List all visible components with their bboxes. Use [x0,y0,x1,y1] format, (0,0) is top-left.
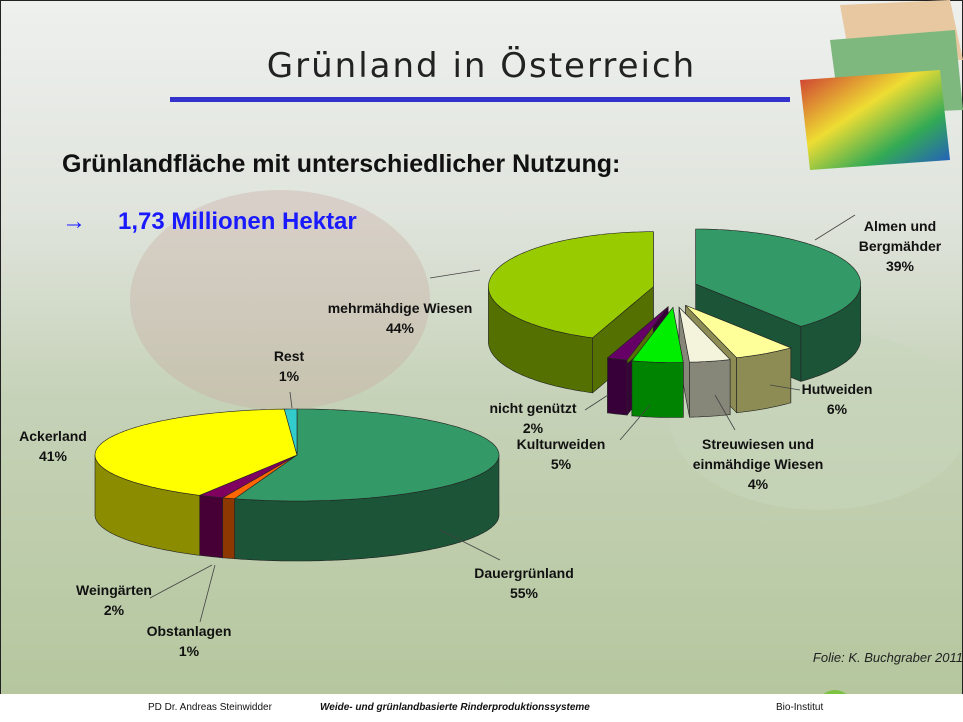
value-label: 6% [792,399,882,419]
credit: Folie: K. Buchgraber 2011 [813,650,963,665]
author: PD Dr. Andreas Steinwidder [148,702,272,713]
subheading: 1,73 Millionen Hektar [118,208,357,236]
value-label: 1% [129,641,249,661]
value-label: 39% [845,256,955,276]
category-label: Obstanlagen [129,621,249,641]
slide-title: Grünland in Österreich [0,46,963,86]
pie-tops [95,409,499,501]
category-label: Rest [259,346,319,366]
category-label: Weingärten [59,580,169,600]
category-label: Ackerland [3,426,103,446]
category-label: Dauergrünland [459,563,589,583]
slice-side [223,498,235,559]
value-label: 44% [310,318,490,338]
category-label: Streuwiesen und einmähdige Wiesen [678,434,838,474]
value-label: 1% [259,366,319,386]
leader-line [585,395,608,410]
slice-side [608,358,628,415]
slice-side [737,348,791,413]
slide: Grünland in Österreich Grünlandfläche mi… [0,0,963,722]
category-label: mehrmähdige Wiesen [310,298,490,318]
slice-side [690,360,731,418]
value-label: 5% [506,454,616,474]
bullet-arrow: → [62,208,86,236]
category-label: Almen und Bergmähder [845,216,955,256]
category-label: Hutweiden [792,379,882,399]
value-label: 4% [678,474,838,494]
leader-line [290,392,292,408]
institute: Bio-Institut [776,702,823,713]
logo: lfz [864,696,880,714]
footer: PD Dr. Andreas Steinwidder Weide- und gr… [0,694,963,722]
slice-side [632,361,683,418]
leader-line [200,565,215,622]
slice-side [200,495,223,558]
heading: Grünlandfläche mit unterschiedlicher Nut… [62,150,620,179]
value-label: 2% [59,600,169,620]
value-label: 41% [3,446,103,466]
course: Weide- und grünlandbasierte Rinderproduk… [320,702,590,713]
value-label: 55% [459,583,589,603]
category-label: nicht genützt [478,398,588,418]
leader-line [430,270,480,278]
value-label: 2% [478,418,588,438]
